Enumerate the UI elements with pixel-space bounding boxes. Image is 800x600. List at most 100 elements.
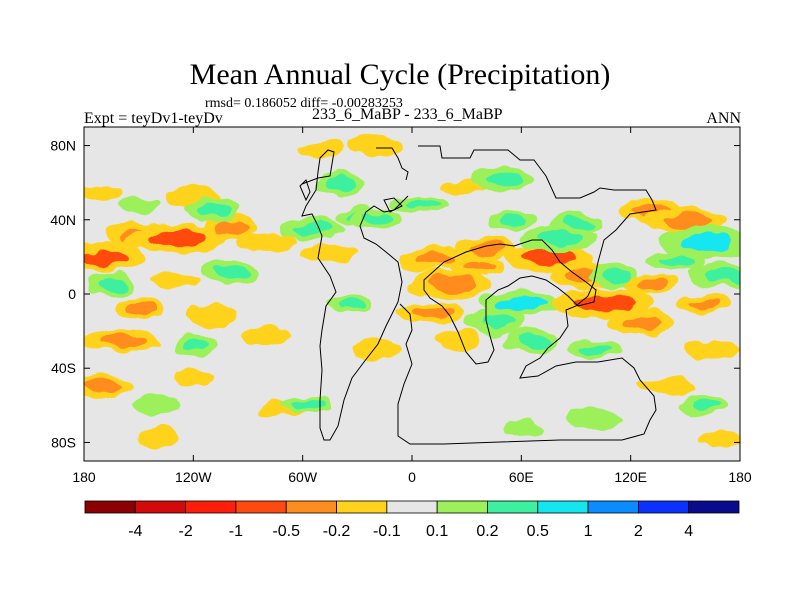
field-core: [182, 339, 209, 353]
field-patch: [501, 419, 542, 436]
field-core: [660, 255, 697, 266]
colorbar-label: 0.5: [527, 523, 549, 540]
colorbar-swatch: [285, 500, 337, 514]
colorbar-label: 4: [684, 523, 693, 540]
colorbar-label: 0.2: [476, 523, 498, 540]
field-core: [598, 268, 631, 283]
field-core: [498, 296, 549, 310]
colorbar-label: -1: [229, 523, 243, 540]
field-core: [462, 260, 494, 272]
field-patch: [242, 327, 291, 343]
field-patch: [151, 271, 200, 287]
field-core: [425, 276, 476, 293]
experiment-label: Expt = teyDv1-teyDv: [84, 110, 223, 127]
field-core: [411, 307, 453, 318]
field-core: [699, 343, 731, 356]
y-tick-label: 40S: [51, 360, 76, 376]
field-core: [294, 222, 333, 236]
field-core: [689, 297, 722, 309]
field-core: [405, 200, 442, 210]
field-patch: [296, 141, 345, 158]
continent-outline-old-world: [397, 145, 657, 445]
season-label: ANN: [706, 110, 741, 127]
field-core: [635, 279, 667, 291]
case-label: 233_6_MaBP - 233_6_MaBP: [312, 106, 503, 123]
plot-area: [84, 127, 740, 461]
field-patch: [351, 338, 400, 361]
colorbar-label: 2: [634, 523, 643, 540]
field-core: [468, 240, 505, 255]
field-core: [579, 344, 614, 355]
continent-outline-africa: [423, 239, 597, 365]
field-core: [216, 220, 248, 235]
x-axis: 180 120W 60W 0 60E 120E 180: [72, 127, 752, 485]
field-core: [337, 298, 364, 308]
field-core: [125, 303, 157, 315]
field-core: [292, 400, 324, 410]
field-core: [516, 333, 549, 348]
y-tick-label: 80S: [51, 434, 76, 450]
field-core: [692, 399, 719, 412]
colorbar-swatch: [185, 500, 237, 514]
chart-title: Mean Annual Cycle (Precipitation): [189, 58, 611, 91]
field-core: [197, 309, 230, 323]
colorbar-swatch: [487, 500, 539, 514]
y-tick-label: 40N: [50, 212, 76, 228]
x-tick-label: 180: [728, 469, 752, 485]
field-core: [680, 232, 731, 252]
colorbar: -4 -2 -1 -0.5 -0.2 -0.1 0.1 0.2 0.5 1 2 4: [84, 500, 740, 540]
field-core: [327, 176, 355, 189]
field-core: [651, 382, 688, 392]
field-patch: [132, 394, 181, 417]
field-core: [478, 314, 514, 329]
colorbar-swatch: [84, 500, 136, 514]
precip-difference-field: [84, 134, 740, 450]
colorbar-swatch: [134, 500, 187, 514]
field-core: [662, 213, 713, 227]
field-patch: [347, 134, 404, 157]
colorbar-label: -0.5: [272, 523, 300, 540]
y-tick-label: 80N: [50, 138, 76, 154]
x-tick-label: 60W: [288, 469, 318, 485]
y-axis: 80N 40N 0 40S 80S: [50, 138, 740, 450]
x-tick-label: 0: [408, 469, 416, 485]
colorbar-swatch: [336, 500, 388, 514]
colorbar-swatch: [436, 500, 488, 514]
field-core: [99, 334, 146, 347]
field-core: [415, 250, 457, 263]
field-core: [523, 248, 579, 265]
colorbar-label: 1: [584, 523, 593, 540]
continent-outline-islands: [299, 147, 409, 213]
field-patch: [118, 197, 159, 213]
field-core: [98, 278, 128, 292]
x-tick-label: 120W: [175, 469, 212, 485]
field-core: [562, 218, 594, 229]
field-patch: [173, 369, 214, 386]
colorbar-swatch: [235, 500, 287, 514]
colorbar-label: -4: [128, 523, 142, 540]
field-patch: [136, 427, 177, 450]
field-patch: [566, 409, 623, 431]
colorbar-swatch: [386, 500, 438, 514]
field-core: [213, 265, 250, 279]
field-core: [85, 380, 124, 394]
field-core: [84, 248, 130, 265]
colorbar-swatch: [637, 500, 690, 514]
continent-outline-americas: [301, 149, 409, 441]
field-core: [314, 248, 350, 258]
field-patch: [697, 430, 740, 447]
field-core: [499, 214, 529, 225]
colorbar-label: -2: [178, 523, 192, 540]
colorbar-label: 0.1: [426, 523, 448, 540]
field-core: [196, 203, 231, 218]
field-core: [446, 334, 473, 347]
field-core: [487, 172, 524, 186]
field-core: [536, 230, 583, 246]
field-core: [703, 268, 740, 283]
colorbar-swatch: [587, 500, 639, 514]
colorbar-label: -0.2: [323, 523, 351, 540]
field-core: [250, 237, 287, 247]
field-core: [621, 314, 663, 329]
stats-subtitle: rmsd= 0.186052 diff= -0.00283253: [205, 96, 403, 111]
